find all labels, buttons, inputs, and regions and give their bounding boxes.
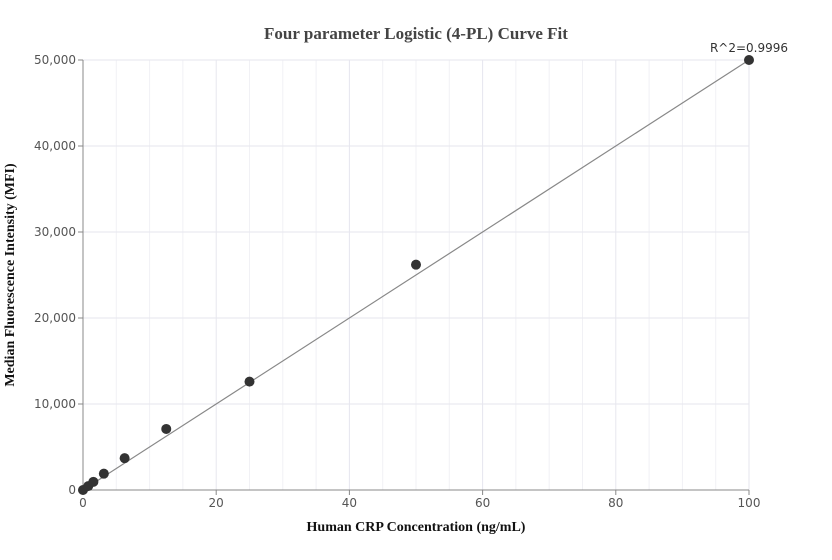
fit-curve	[82, 59, 750, 491]
x-tick-label: 100	[738, 496, 761, 510]
data-point	[744, 55, 754, 65]
y-tick-label: 50,000	[34, 53, 76, 67]
data-point	[98, 468, 109, 479]
data-point	[88, 476, 99, 487]
x-tick-label: 60	[475, 496, 490, 510]
y-tick-label: 0	[68, 483, 76, 497]
data-point	[244, 376, 255, 387]
x-tick-label: 0	[79, 496, 87, 510]
r-squared-annotation: R^2=0.9996	[710, 41, 788, 55]
data-points	[78, 55, 754, 495]
x-axis-title: Human CRP Concentration (ng/mL)	[307, 520, 526, 535]
fit-curve-layer	[82, 59, 750, 491]
y-axis-title: Median Fluorescence Intensity (MFI)	[3, 163, 18, 387]
y-tick-label: 20,000	[34, 311, 76, 325]
tick-labels: 0 20 40 60 80 100 0 10,000 20,000 30,000 40,000 50,…	[34, 53, 760, 510]
data-point	[161, 423, 172, 434]
data-point	[119, 453, 130, 464]
x-tick-label: 40	[342, 496, 357, 510]
y-tick-label: 10,000	[34, 397, 76, 411]
chart-title: Four parameter Logistic (4-PL) Curve Fit	[264, 24, 568, 43]
x-tick-label: 80	[608, 496, 623, 510]
x-tick-label: 20	[209, 496, 224, 510]
y-tick-label: 40,000	[34, 139, 76, 153]
data-point	[411, 259, 421, 270]
axes	[78, 59, 750, 495]
y-tick-label: 30,000	[34, 225, 76, 239]
